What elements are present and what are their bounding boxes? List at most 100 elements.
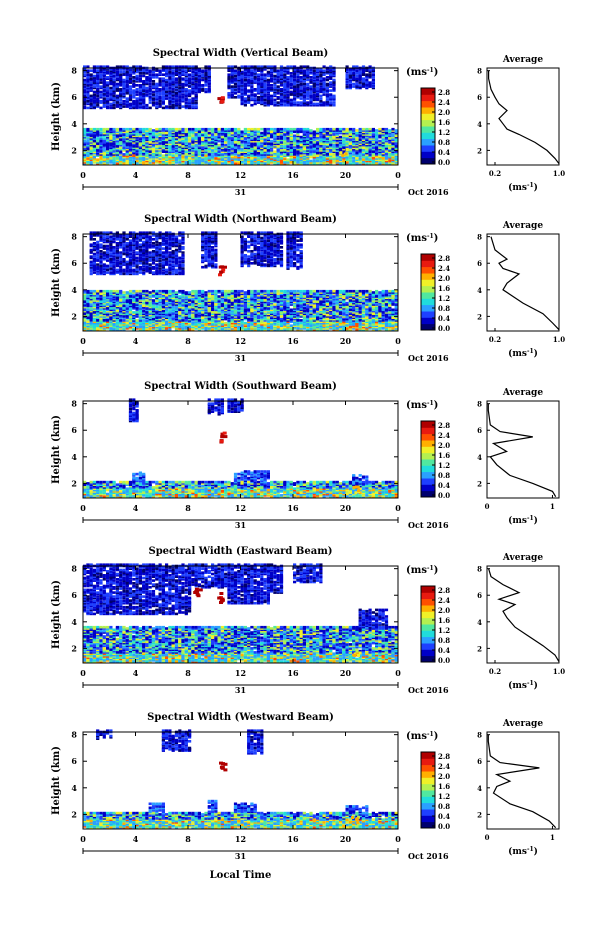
heatmap-cell [86,93,90,96]
heatmap-cell [102,105,106,108]
heatmap-cell [145,77,149,80]
heatmap-cell [171,161,175,164]
heatmap-cell [361,137,366,140]
heatmap-cell [92,65,96,68]
heatmap-cell [237,141,241,144]
heatmap-cell [112,127,116,131]
heatmap-cell [358,73,362,76]
heatmap-cell [112,271,116,274]
heatmap-cell [247,137,251,140]
heatmap-cell [204,154,208,157]
colorbar: 2.82.42.01.61.20.80.40.0 [420,87,450,167]
heatmap-cell [273,146,277,150]
heatmap-cell [99,93,103,96]
heatmap-cell [122,297,126,301]
heatmap-cell [276,142,280,146]
heatmap-cell [115,259,119,262]
heatmap-cell [322,82,326,86]
heatmap-cell [168,68,172,71]
heatmap-cell [86,151,90,155]
heatmap-cell [371,78,375,82]
heatmap-cell [92,77,96,80]
heatmap-cell [125,146,129,150]
heatmap-cell [132,82,136,86]
heatmap-cell [122,86,126,90]
heatmap-cell [174,137,179,140]
heatmap-cell [240,70,244,74]
heatmap-cell [332,103,336,107]
heatmap-cell [227,139,231,143]
heatmap-cell [158,84,162,87]
heatmap-cell [128,231,133,234]
heatmap-cell [89,155,93,159]
heatmap-cell [253,81,257,84]
heatmap-cell [299,92,303,95]
heatmap-cell [122,155,126,159]
heatmap-cell [263,96,267,99]
heatmap-cell [92,97,96,100]
heatmap-cell [270,101,274,104]
heatmap-cell [168,105,172,108]
heatmap-cell [316,88,320,91]
heatmap-cell [83,68,87,71]
heatmap-cell [96,85,100,88]
heatmap-cell [92,93,96,96]
heatmap-cell [243,101,247,104]
heatmap-cell [89,300,93,304]
heatmap-cell [89,137,93,140]
heatmap-cell [145,142,149,146]
heatmap-cell [132,236,136,240]
heatmap-cell [96,142,100,146]
heatmap-cell [99,96,103,99]
heatmap-cell [142,86,146,90]
heatmap-cell [122,137,126,140]
heatmap-cell [309,80,313,83]
heatmap-cell [194,89,198,92]
heatmap-cell [201,85,205,88]
heatmap-cell [106,101,110,104]
heatmap-cell [168,161,172,164]
heatmap-cell [174,96,179,99]
heatmap-cell [240,130,244,134]
heatmap-cell [352,127,356,131]
heatmap-cell [184,82,188,86]
heatmap-cell [142,161,146,164]
heatmap-cell [306,97,310,100]
heatmap-cell [89,86,93,90]
heatmap-cell [381,146,385,150]
heatmap-cell [174,68,179,71]
heatmap-cell [201,89,205,92]
heatmap-cell [358,138,362,142]
heatmap-cell [165,68,169,71]
heatmap-cell [148,159,152,163]
heatmap-cell [115,317,119,321]
heatmap-cell [92,90,96,94]
heatmap-cell [99,255,103,258]
heatmap-cell [233,65,238,68]
heatmap-cell [322,86,326,90]
heatmap-cell [197,74,201,78]
heatmap-cell [99,238,103,241]
heatmap-cell [125,251,129,254]
heatmap-cell [174,102,179,106]
heatmap-cell [92,264,96,268]
heatmap-cell [332,72,336,75]
heatmap-cell [296,142,300,146]
heatmap-cell [263,85,267,88]
heatmap-cell [263,133,267,136]
heatmap-cell [109,312,113,316]
heatmap-cell [145,146,149,150]
heatmap-cell [86,299,90,302]
colorbar-segment [421,88,435,95]
heatmap-cell [128,327,133,330]
heatmap-cell [161,96,165,99]
heatmap-cell [384,151,389,155]
heatmap-cell [102,147,106,151]
heatmap-cell [89,303,93,306]
heatmap-cell [112,161,116,164]
heatmap-cell [132,92,136,95]
heatmap-cell [158,80,162,83]
heatmap-cell [338,142,343,146]
heatmap-cell [338,161,343,164]
heatmap-cell [171,69,175,72]
